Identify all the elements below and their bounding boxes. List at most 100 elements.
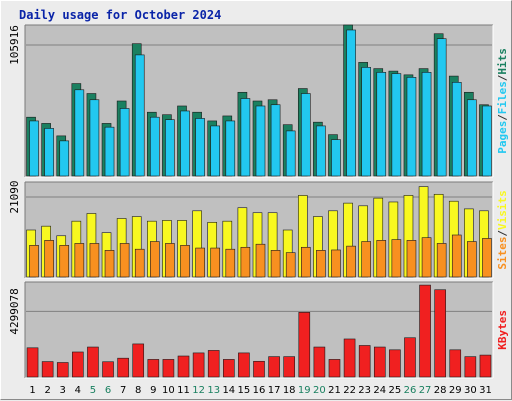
x-tick-label-day-7: 7 [120,385,126,396]
x-tick-label-day-14: 14 [222,385,235,396]
bar-kbytes-day-23 [358,345,371,378]
bar-files-day-4 [74,89,85,177]
bar-kbytes-day-5 [87,346,99,378]
bar-files-day-3 [59,140,70,177]
bar-sites-day-3 [59,245,70,278]
bar-kbytes-day-15 [238,352,250,378]
panel-sites-visits-legend-separator: / [496,230,509,237]
bar-files-day-31 [482,105,492,177]
x-tick-label-day-12: 12 [192,385,205,396]
bar-files-day-21 [331,139,341,177]
x-tick-label-day-20: 20 [313,385,326,396]
bar-files-day-23 [361,67,371,177]
bar-kbytes-day-27 [419,284,431,378]
x-tick-label-day-19: 19 [298,385,311,396]
bar-sites-day-7 [119,243,130,278]
x-tick-label-day-18: 18 [283,385,296,396]
bar-kbytes-day-8 [132,343,145,378]
bar-kbytes-day-10 [162,359,175,378]
bar-files-day-2 [44,128,54,177]
x-tick-label-day-8: 8 [135,385,141,396]
bar-kbytes-day-20 [313,346,326,378]
bar-kbytes-day-29 [449,349,462,378]
bar-files-day-15 [240,98,251,177]
bar-files-day-25 [391,73,402,177]
bar-files-day-24 [376,72,387,177]
x-tick-label-day-24: 24 [373,385,386,396]
bar-kbytes-day-26 [404,337,416,378]
bar-kbytes-day-4 [72,351,84,378]
bar-sites-day-4 [74,243,85,278]
bar-sites-day-31 [482,238,492,278]
bar-sites-day-13 [210,247,221,278]
bar-kbytes-day-14 [223,359,235,378]
bar-kbytes-day-21 [328,359,341,378]
bar-files-day-9 [150,116,160,177]
bar-sites-day-20 [316,250,326,278]
bar-sites-day-15 [240,246,251,278]
bar-sites-day-21 [331,249,341,278]
x-tick-label-day-11: 11 [177,385,190,396]
panel-pages-files-hits-legend-pages: Pages [496,121,509,154]
chart-title: Daily usage for October 2024 [19,8,222,22]
bar-files-day-17 [270,104,281,177]
bar-sites-day-29 [451,234,462,278]
x-tick-label-day-4: 4 [75,385,81,396]
bar-files-day-29 [451,82,462,177]
bar-kbytes-day-24 [373,346,386,378]
panel-pages-files-hits-legend-separator: / [496,114,509,121]
bar-files-day-28 [436,38,447,177]
x-tick-label-day-3: 3 [60,385,66,396]
bar-files-day-1 [29,120,39,177]
bar-sites-day-5 [89,243,100,278]
bar-files-day-13 [210,125,221,177]
bar-kbytes-day-18 [283,356,295,378]
x-tick-label-day-6: 6 [105,385,111,396]
bar-sites-day-18 [285,252,296,278]
bar-sites-day-27 [421,237,432,278]
bar-files-day-6 [104,126,115,177]
x-tick-label-day-25: 25 [389,385,402,396]
x-tick-label-day-10: 10 [162,385,175,396]
panel-sites-visits-ymax-label: 21090 [8,180,21,213]
bar-sites-day-6 [104,250,115,278]
x-tick-label-day-9: 9 [150,385,156,396]
bar-files-day-19 [300,93,311,177]
panel-sites-visits-legend-visits: Visits [496,190,509,230]
bar-sites-day-19 [300,246,311,278]
bar-sites-day-30 [467,241,477,278]
panel-pages-files-hits-legend-separator: / [496,74,509,81]
bar-sites-day-24 [376,240,387,278]
bar-files-day-30 [467,99,477,177]
x-tick-label-day-1: 1 [29,385,35,396]
panel-kbytes-legend-kbytes: KBytes [496,310,509,350]
x-tick-label-day-26: 26 [404,385,417,396]
bar-files-day-20 [316,125,326,177]
x-tick-label-day-15: 15 [238,385,251,396]
bar-files-day-5 [89,99,100,177]
bar-files-day-11 [180,110,190,177]
bar-sites-day-23 [361,241,371,278]
bar-kbytes-day-17 [268,356,280,378]
panel-pages-files-hits-legend-files: Files [496,81,509,114]
bar-files-day-27 [421,72,432,177]
x-tick-label-day-28: 28 [434,385,447,396]
x-tick-label-day-21: 21 [328,385,341,396]
bar-kbytes-day-16 [253,360,265,378]
bar-kbytes-day-13 [207,350,220,378]
bar-sites-day-28 [436,243,447,278]
bar-files-day-8 [134,54,145,177]
panel-kbytes-ymax-label: 4299078 [8,288,21,334]
bar-sites-day-1 [29,245,39,278]
bar-sites-day-25 [391,239,402,278]
bar-kbytes-day-12 [192,352,205,378]
x-tick-label-day-13: 13 [207,385,220,396]
bar-files-day-10 [165,119,175,177]
bar-sites-day-12 [195,247,205,278]
bar-sites-day-16 [255,243,266,278]
bar-kbytes-day-7 [117,357,129,378]
x-tick-label-day-22: 22 [343,385,356,396]
bar-kbytes-day-25 [389,349,401,378]
